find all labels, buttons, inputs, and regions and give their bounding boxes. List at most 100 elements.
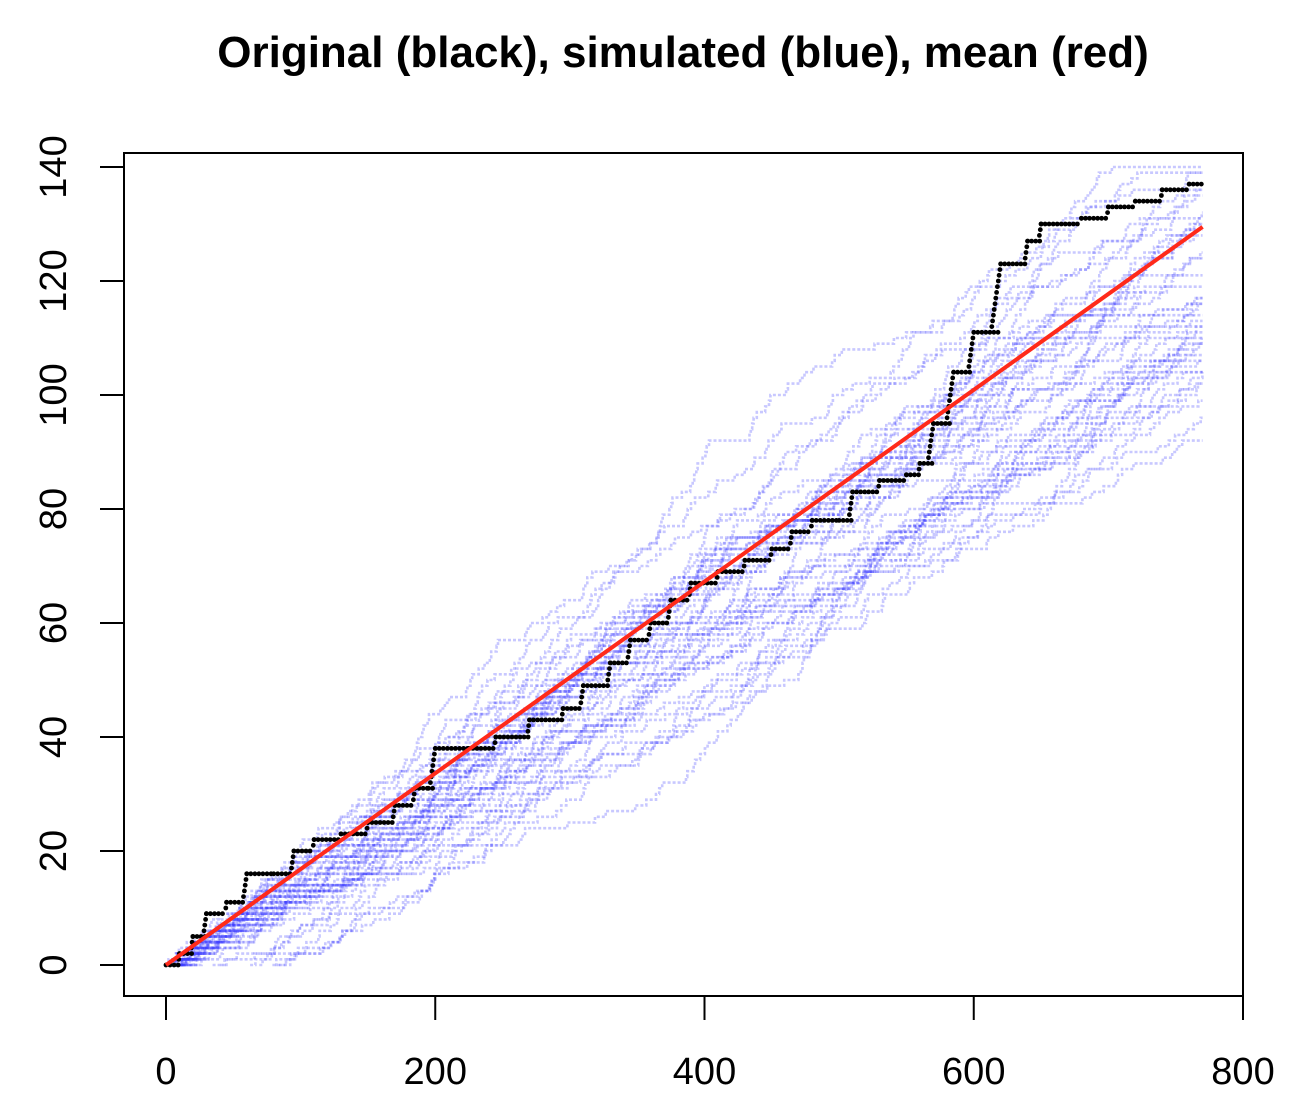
y-tick-label: 140 — [33, 135, 75, 198]
original-point — [998, 261, 1004, 267]
original-point — [611, 660, 617, 666]
original-point — [248, 871, 254, 877]
original-point — [232, 899, 238, 905]
original-point — [560, 706, 566, 711]
original-point — [490, 746, 496, 751]
original-point — [1058, 221, 1064, 227]
original-point — [788, 535, 794, 540]
original-point — [975, 329, 981, 335]
original-point — [311, 837, 317, 842]
original-point — [741, 563, 747, 569]
original-point — [385, 820, 391, 825]
original-point — [1167, 187, 1173, 193]
original-point — [236, 899, 242, 905]
original-point — [897, 478, 903, 483]
original-point — [580, 689, 585, 694]
original-point — [646, 632, 652, 637]
original-point — [1006, 261, 1012, 267]
simulated-path — [179, 188, 1203, 967]
original-point — [228, 899, 234, 905]
original-point — [959, 369, 964, 375]
original-point — [723, 569, 729, 575]
original-point — [874, 489, 880, 495]
original-point — [939, 421, 944, 426]
original-point — [821, 518, 827, 523]
original-point — [1159, 193, 1164, 198]
original-point — [925, 461, 931, 466]
original-point — [951, 369, 956, 375]
original-point — [579, 694, 585, 700]
y-tick-label: 20 — [33, 830, 75, 872]
original-point — [943, 421, 948, 426]
original-point — [404, 803, 410, 808]
original-point — [817, 518, 823, 523]
original-point — [535, 717, 540, 723]
original-point — [626, 649, 632, 654]
simulated-path — [167, 331, 1203, 967]
original-point — [1126, 204, 1131, 210]
original-point — [628, 637, 633, 643]
original-point — [876, 483, 882, 489]
original-point — [854, 489, 859, 495]
original-point — [826, 518, 831, 523]
original-point — [1099, 215, 1104, 221]
x-tick-label: 600 — [942, 1051, 1005, 1093]
original-point — [428, 780, 433, 785]
original-point — [310, 842, 316, 848]
original-point — [944, 415, 950, 421]
original-point — [1066, 221, 1072, 227]
original-point — [991, 312, 996, 318]
simulated-path — [167, 228, 1203, 967]
simulated-path — [175, 222, 1203, 967]
original-point — [1023, 250, 1029, 255]
x-axis: 0 200 400 600 800 — [155, 995, 1275, 1093]
original-point — [244, 871, 250, 877]
original-point — [521, 734, 527, 740]
original-point — [768, 552, 774, 557]
original-point — [1132, 198, 1138, 204]
simulated-path — [272, 171, 1203, 967]
original-point — [777, 546, 783, 552]
original-point — [967, 369, 973, 375]
original-point — [224, 899, 230, 905]
original-point — [970, 335, 976, 341]
original-point — [432, 746, 438, 751]
original-point — [1079, 215, 1084, 221]
original-point — [893, 478, 899, 483]
simulated-path — [170, 165, 1203, 967]
original-point — [242, 888, 247, 894]
original-point — [877, 478, 882, 483]
original-point — [408, 803, 414, 808]
original-point — [929, 432, 935, 438]
original-point — [967, 358, 973, 364]
original-point — [593, 683, 598, 689]
original-point — [275, 871, 281, 877]
original-point — [1024, 244, 1030, 250]
original-point — [969, 341, 975, 347]
simulated-path — [178, 325, 1203, 967]
original-point — [935, 421, 940, 426]
original-point — [949, 381, 955, 386]
original-point — [947, 398, 952, 404]
original-point — [240, 899, 246, 905]
original-point — [968, 347, 974, 352]
original-point — [916, 466, 922, 472]
original-point — [525, 734, 531, 740]
original-point — [526, 723, 532, 728]
original-point — [1025, 238, 1030, 244]
original-point — [862, 489, 868, 495]
original-point — [844, 518, 850, 523]
original-point — [664, 620, 670, 626]
original-point — [400, 803, 406, 808]
original-point — [881, 478, 886, 483]
mean-line — [164, 225, 1204, 967]
original-point — [457, 746, 462, 751]
original-point — [396, 803, 402, 808]
original-point — [432, 751, 437, 757]
original-point — [1153, 198, 1158, 204]
original-point — [1029, 238, 1034, 244]
original-point — [928, 438, 934, 443]
simulated-path — [181, 336, 1203, 967]
original-point — [589, 683, 594, 689]
original-point — [992, 301, 998, 307]
